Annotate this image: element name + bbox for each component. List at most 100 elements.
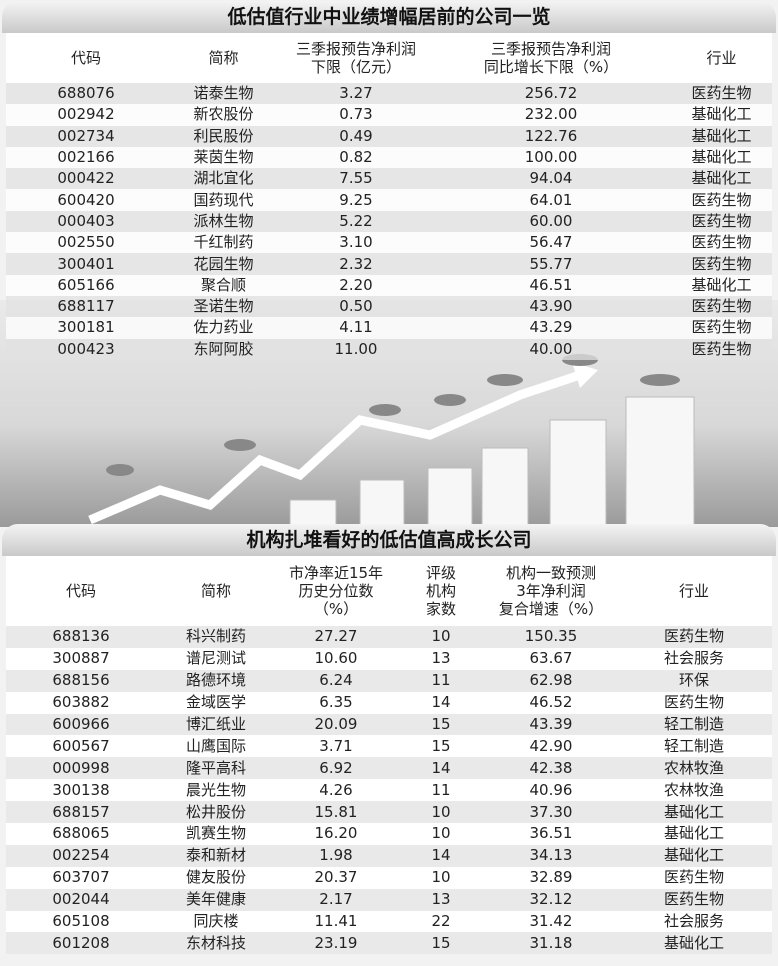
table-cell: 16.20: [276, 823, 396, 845]
table-cell: 23.19: [276, 932, 396, 955]
table-cell: 谱尼测试: [156, 647, 276, 670]
table-cell: 000998: [6, 757, 156, 780]
table2: 代码 简称 市净率近15年 历史分位数 （%） 评级 机构 家数 机构一致预测 3年净利…: [6, 556, 772, 955]
table-cell: 松井股份: [156, 801, 276, 824]
table-cell: 94.04: [431, 168, 671, 190]
table-cell: 688076: [6, 83, 166, 105]
table1-header-row: 代码 简称 三季报预告净利润 下限（亿元） 三季报预告净利润 同比增长下限（%） 行业: [6, 33, 772, 83]
column-header: 行业: [706, 49, 737, 67]
table-cell: 002942: [6, 104, 166, 126]
table-row: 000423 东阿阿胶 11.00 40.00 医药生物: [6, 338, 772, 360]
table-cell: 医药生物: [671, 295, 772, 318]
table-cell: 9.25: [281, 189, 431, 211]
table-cell: 医药生物: [616, 691, 772, 714]
table-cell: 603707: [6, 866, 156, 889]
table-cell: 美年健康: [156, 888, 276, 911]
table-cell: 山鹰国际: [156, 735, 276, 758]
table-cell: 基础化工: [616, 823, 772, 845]
table-cell: 605166: [6, 274, 166, 296]
table-row: 601208 东材科技 23.19 15 31.18 基础化工: [6, 932, 772, 955]
table-row: 603707 健友股份 20.37 10 32.89 医药生物: [6, 866, 772, 889]
table-cell: 002166: [6, 146, 166, 169]
table-row: 002166 莱茵生物 0.82 100.00 基础化工: [6, 146, 772, 169]
table-cell: 健友股份: [156, 866, 276, 889]
table-cell: 15.81: [276, 801, 396, 824]
table-cell: 2.32: [281, 253, 431, 275]
table-row: 300181 佐力药业 4.11 43.29 医药生物: [6, 317, 772, 339]
table-row: 002942 新农股份 0.73 232.00 基础化工: [6, 104, 772, 126]
table-cell: 10: [396, 626, 486, 648]
table-row: 300401 花园生物 2.32 55.77 医药生物: [6, 253, 772, 275]
table-cell: 基础化工: [671, 274, 772, 296]
table-row: 002734 利民股份 0.49 122.76 基础化工: [6, 125, 772, 147]
table-row: 002254 泰和新材 1.98 14 34.13 基础化工: [6, 844, 772, 867]
table-cell: 轻工制造: [616, 713, 772, 736]
column-header: 代码: [70, 49, 101, 67]
table-row: 000998 隆平高科 6.92 14 42.38 农林牧渔: [6, 757, 772, 780]
table2-header-row: 代码 简称 市净率近15年 历史分位数 （%） 评级 机构 家数 机构一致预测 3年净利…: [6, 556, 772, 626]
table-cell: 603882: [6, 691, 156, 714]
table-cell: 14: [396, 844, 486, 867]
table-cell: 医药生物: [616, 866, 772, 889]
table-cell: 688157: [6, 801, 156, 824]
table-cell: 000423: [6, 338, 166, 360]
column-header: 简称: [208, 49, 239, 67]
table-cell: 600567: [6, 735, 156, 758]
table-cell: 0.73: [281, 104, 431, 126]
table-cell: 10: [396, 823, 486, 845]
table-cell: 688136: [6, 626, 156, 648]
table-cell: 3.71: [276, 735, 396, 758]
table-cell: 32.89: [486, 866, 616, 889]
table-cell: 基础化工: [671, 146, 772, 169]
column-header: 代码: [65, 582, 96, 600]
table-row: 603882 金域医学 6.35 14 46.52 医药生物: [6, 691, 772, 714]
table-cell: 15: [396, 735, 486, 758]
table-cell: 医药生物: [616, 626, 772, 648]
table-cell: 601208: [6, 932, 156, 955]
table-cell: 东阿阿胶: [166, 338, 281, 360]
table-row: 000422 湖北宜化 7.55 94.04 基础化工: [6, 168, 772, 190]
table-cell: 11.41: [276, 910, 396, 933]
table-cell: 东材科技: [156, 932, 276, 955]
table-cell: 花园生物: [166, 253, 281, 275]
table-row: 300887 谱尼测试 10.60 13 63.67 社会服务: [6, 647, 772, 670]
table-cell: 环保: [616, 669, 772, 692]
table-cell: 11.00: [281, 338, 431, 360]
table-cell: 000403: [6, 210, 166, 233]
table-cell: 232.00: [431, 104, 671, 126]
table-cell: 63.67: [486, 647, 616, 670]
table-cell: 莱茵生物: [166, 146, 281, 169]
column-header: 简称: [200, 582, 231, 600]
table-cell: 256.72: [431, 83, 671, 105]
table-row: 002550 千红制药 3.10 56.47 医药生物: [6, 232, 772, 254]
table-cell: 利民股份: [166, 125, 281, 147]
table-cell: 46.52: [486, 691, 616, 714]
table-row: 688157 松井股份 15.81 10 37.30 基础化工: [6, 801, 772, 824]
table1-panel: 代码 简称 三季报预告净利润 下限（亿元） 三季报预告净利润 同比增长下限（%） 行业 …: [6, 33, 772, 360]
table-cell: 医药生物: [671, 253, 772, 275]
table-cell: 31.42: [486, 910, 616, 933]
table-cell: 13: [396, 888, 486, 911]
table-cell: 55.77: [431, 253, 671, 275]
table-cell: 002254: [6, 844, 156, 867]
table-row: 605166 聚合顺 2.20 46.51 基础化工: [6, 274, 772, 296]
table-cell: 6.35: [276, 691, 396, 714]
table-row: 600966 博汇纸业 20.09 15 43.39 轻工制造: [6, 713, 772, 736]
table-cell: 晨光生物: [156, 779, 276, 802]
table-cell: 002550: [6, 232, 166, 254]
table-cell: 32.12: [486, 888, 616, 911]
table-cell: 11: [396, 779, 486, 802]
table-cell: 医药生物: [671, 83, 772, 105]
plant-bars-image: [88, 354, 695, 528]
table-cell: 15: [396, 932, 486, 955]
table-cell: 688156: [6, 669, 156, 692]
table-cell: 社会服务: [616, 647, 772, 670]
table-cell: 圣诺生物: [166, 295, 281, 318]
table-cell: 医药生物: [671, 210, 772, 233]
table-cell: 002734: [6, 125, 166, 147]
table-cell: 11: [396, 669, 486, 692]
table-cell: 31.18: [486, 932, 616, 955]
table-cell: 688117: [6, 295, 166, 318]
table-cell: 13: [396, 647, 486, 670]
table-cell: 2.17: [276, 888, 396, 911]
